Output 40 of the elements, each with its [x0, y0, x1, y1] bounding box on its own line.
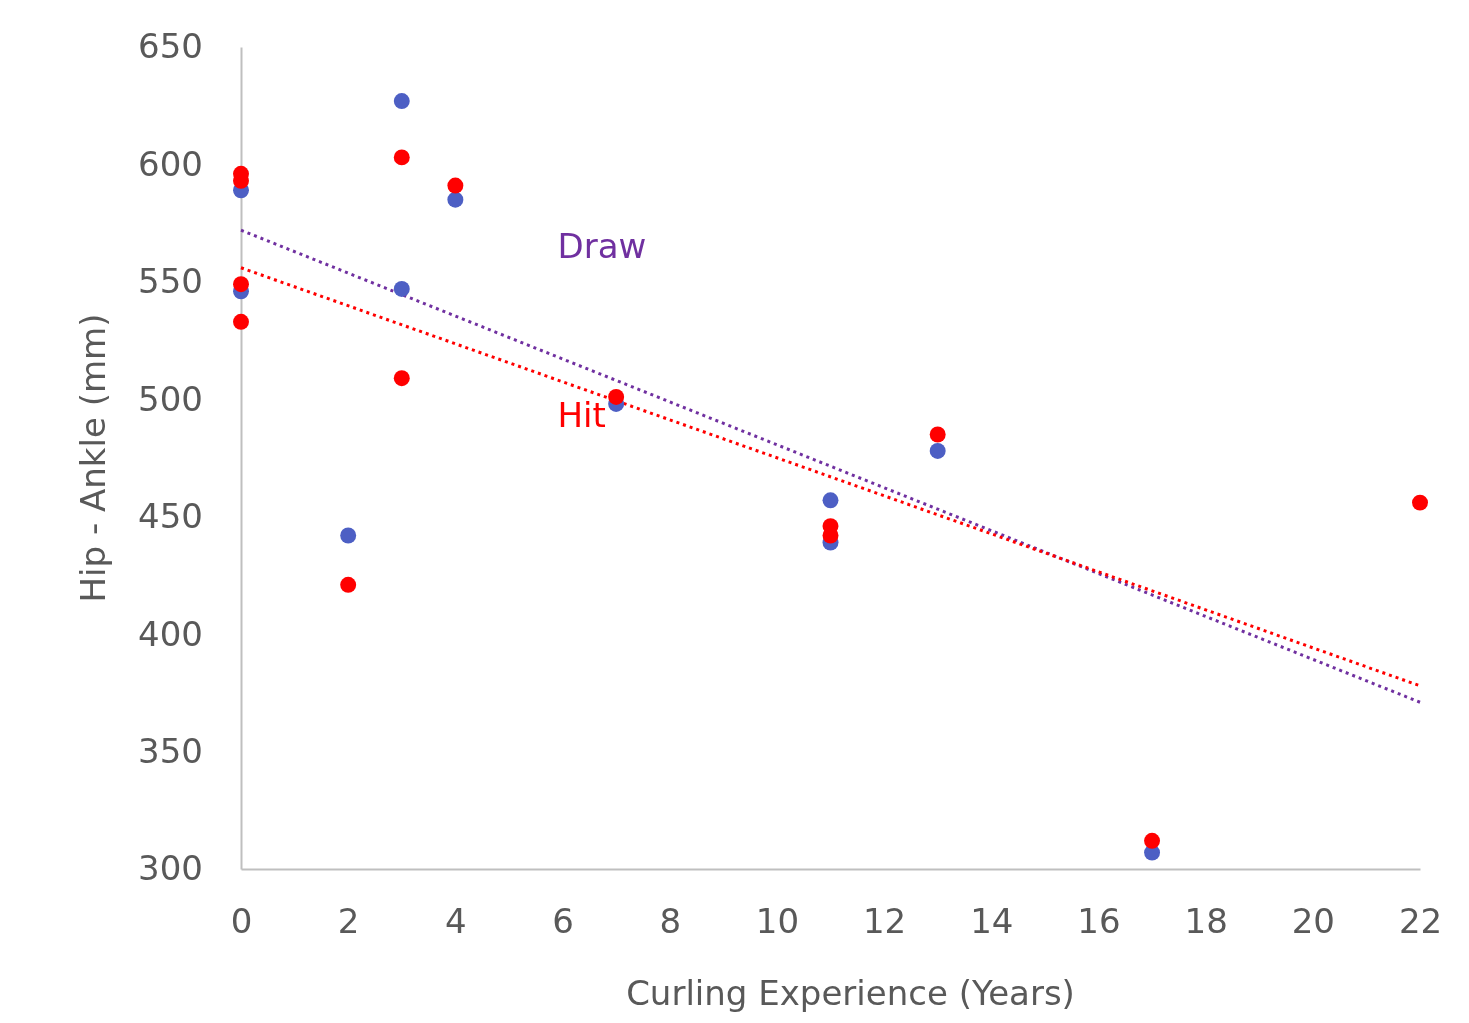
x-tick-label: 8: [659, 901, 682, 942]
point: [447, 177, 464, 194]
x-tick-label: 22: [1398, 901, 1443, 942]
x-tick-label: 16: [1077, 901, 1121, 942]
text: Draw: [557, 226, 647, 267]
x-tick-label: 20: [1291, 901, 1335, 942]
x-tick-label: 2: [337, 901, 360, 942]
series-label: Hit: [557, 395, 606, 436]
x-tick-label: 0: [230, 901, 253, 942]
point: [393, 280, 410, 297]
x-tick-label: 18: [1184, 901, 1228, 942]
x-tick-label: 12: [862, 901, 907, 942]
x-tick-label: 4: [445, 901, 467, 942]
x-tick-label: 6: [552, 901, 574, 942]
point: [393, 370, 410, 387]
y-tick-label: 400: [138, 613, 203, 654]
y-tick-label: 650: [138, 26, 203, 67]
point: [929, 426, 946, 443]
point: [1144, 832, 1161, 849]
point: [340, 527, 357, 544]
x-tick-label: 10: [755, 901, 800, 942]
point: [929, 442, 946, 459]
point: [822, 492, 839, 509]
point: [233, 313, 249, 330]
point: [393, 149, 410, 166]
point: [233, 276, 249, 293]
y-tick-label: 600: [138, 143, 203, 184]
x-axis-title: Curling Experience (Years): [626, 973, 1075, 1013]
x-tick-label: 14: [970, 901, 1014, 942]
y-tick-label: 450: [138, 496, 203, 537]
point: [608, 388, 625, 405]
point: [447, 191, 464, 208]
point: [1412, 494, 1428, 511]
y-tick-label: 350: [138, 730, 203, 771]
point: [340, 576, 357, 593]
y-tick-label: 300: [138, 848, 203, 889]
y-axis-title: Hip - Ankle (mm): [73, 313, 113, 603]
y-tick-label: 550: [138, 261, 203, 302]
y-tick-label: 500: [138, 378, 203, 419]
point: [393, 93, 410, 109]
